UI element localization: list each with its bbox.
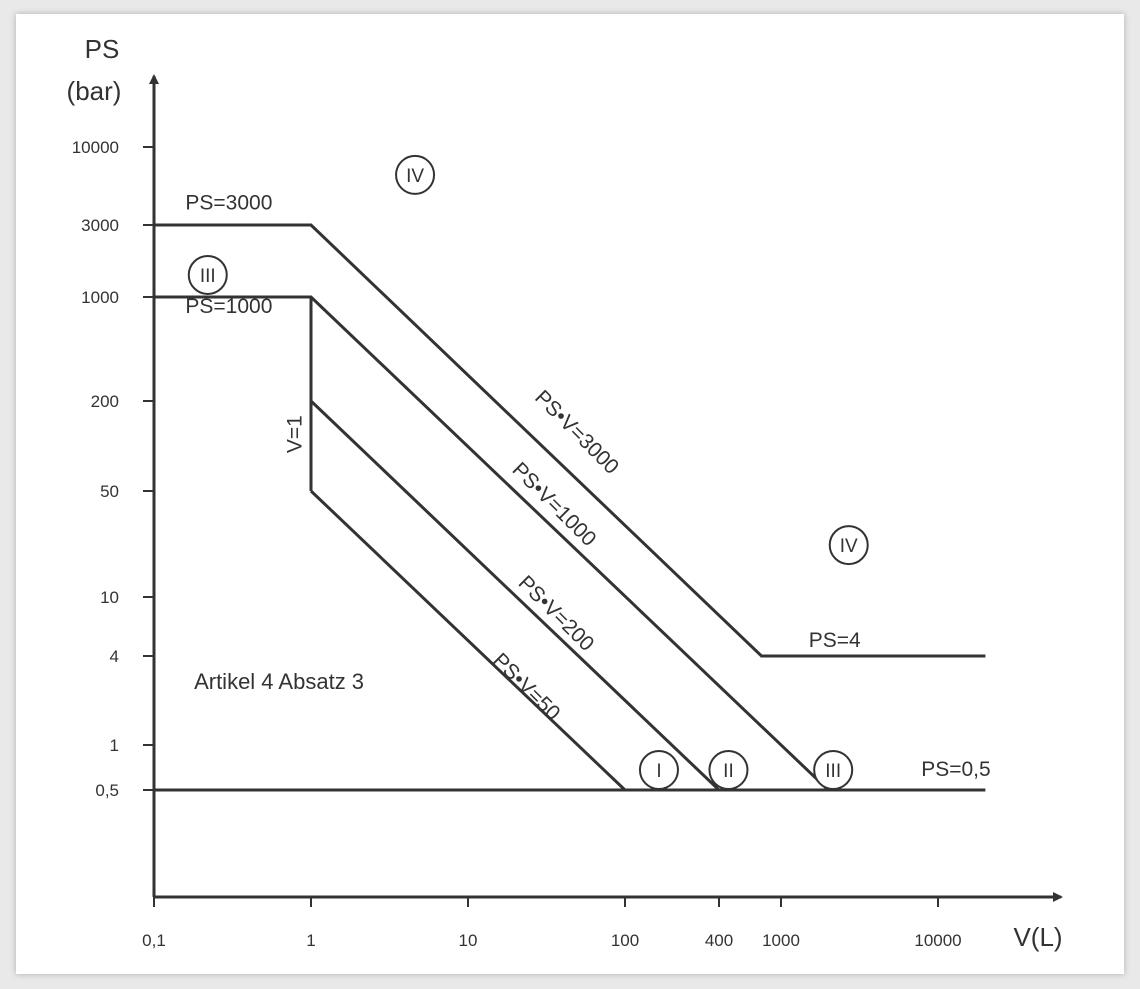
category-marker-label: III bbox=[200, 266, 216, 287]
y-tick-label: 3000 bbox=[81, 216, 119, 235]
category-marker-circle bbox=[187, 254, 228, 295]
category-marker-circle bbox=[395, 154, 436, 195]
pressure-volume-chart: PS (bar) V(L) 0,1 1 10 100 400 1000 10000 0,5 1… bbox=[67, 34, 1063, 952]
category-marker-label: II bbox=[723, 761, 734, 782]
y-tick-label: 4 bbox=[110, 647, 119, 666]
y-tick-label: 10000 bbox=[72, 138, 119, 157]
y-ticks: 0,5 1 4 10 50 200 1000 3000 10000 bbox=[72, 138, 154, 800]
x-tick-label: 1000 bbox=[762, 931, 800, 950]
series-line bbox=[154, 295, 830, 792]
line-label: PS=0,5 bbox=[921, 758, 990, 781]
category-marker-circle bbox=[638, 750, 679, 791]
line-label: PS=3000 bbox=[185, 192, 272, 215]
category-marker: III bbox=[187, 254, 228, 295]
y-tick-label: 1000 bbox=[81, 288, 119, 307]
category-marker-label: IV bbox=[840, 536, 858, 557]
x-ticks: 0,1 1 10 100 400 1000 10000 bbox=[142, 897, 962, 950]
category-marker: II bbox=[708, 750, 749, 791]
x-tick-label: 1 bbox=[306, 931, 315, 950]
annotation-text: Artikel 4 Absatz 3 bbox=[194, 669, 364, 694]
line-label: PS=4 bbox=[809, 629, 861, 652]
y-axis-title-line2: (bar) bbox=[67, 76, 122, 106]
x-tick-label: 0,1 bbox=[142, 931, 166, 950]
category-marker-circle bbox=[828, 525, 869, 566]
series-line bbox=[309, 489, 627, 792]
category-marker-circle bbox=[708, 750, 749, 791]
series-line bbox=[154, 223, 986, 658]
line-label: PS=1000 bbox=[185, 295, 272, 318]
category-marker-label: I bbox=[656, 761, 661, 782]
x-tick-label: 400 bbox=[705, 931, 733, 950]
category-marker-label: IV bbox=[406, 166, 424, 187]
series-line bbox=[309, 399, 721, 792]
series-lines bbox=[154, 223, 986, 792]
line-label: PS•V=50 bbox=[488, 649, 564, 725]
y-tick-label: 10 bbox=[100, 588, 119, 607]
y-tick-label: 0,5 bbox=[95, 781, 119, 800]
x-tick-label: 100 bbox=[611, 931, 639, 950]
line-label: PS•V=1000 bbox=[508, 458, 601, 551]
chart-card: PS (bar) V(L) 0,1 1 10 100 400 1000 10000 0,5 1… bbox=[16, 14, 1124, 974]
category-marker: IV bbox=[828, 525, 869, 566]
category-marker: I bbox=[638, 750, 679, 791]
category-marker: III bbox=[813, 750, 854, 791]
x-axis-title: V(L) bbox=[1013, 922, 1062, 952]
y-tick-label: 1 bbox=[110, 736, 119, 755]
y-tick-label: 50 bbox=[100, 482, 119, 501]
category-marker-label: III bbox=[825, 761, 841, 782]
y-axis-title-line1: PS bbox=[85, 34, 120, 64]
line-label: PS•V=3000 bbox=[530, 386, 623, 479]
line-label: PS•V=200 bbox=[514, 571, 599, 656]
x-tick-label: 10000 bbox=[914, 931, 961, 950]
y-tick-label: 200 bbox=[91, 392, 119, 411]
line-label: V=1 bbox=[284, 415, 307, 453]
x-tick-label: 10 bbox=[459, 931, 478, 950]
annotations: Artikel 4 Absatz 3 bbox=[194, 669, 364, 694]
category-marker: IV bbox=[395, 154, 436, 195]
category-marker-circle bbox=[813, 750, 854, 791]
